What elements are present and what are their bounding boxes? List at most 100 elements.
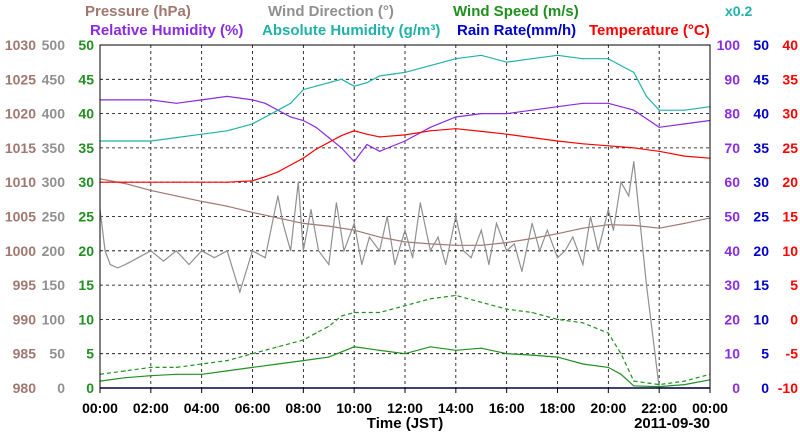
series-point <box>658 109 660 111</box>
series-point <box>315 148 317 150</box>
y-tick-label-wind_speed: 0 <box>86 380 94 396</box>
series-point <box>404 229 406 231</box>
series-point <box>531 311 533 314</box>
y-tick-label-pressure: 1005 <box>5 209 36 225</box>
y-tick-label-pressure: 1000 <box>5 243 36 259</box>
series-point <box>556 257 559 259</box>
series-point <box>620 353 622 355</box>
legend-entry: Absolute Humidity (g/m³) <box>262 22 440 39</box>
series-point <box>340 315 343 317</box>
series-point <box>226 370 228 372</box>
y-tick-label-humidity: 40 <box>724 243 740 259</box>
series-point <box>633 161 635 163</box>
x-tick-label: 12:00 <box>387 400 423 416</box>
series-point <box>201 99 203 101</box>
series-point <box>117 267 119 269</box>
series-point <box>277 363 279 365</box>
series-point <box>201 363 203 365</box>
y-tick-label-wind_speed: 30 <box>78 174 94 190</box>
series-point <box>658 386 660 388</box>
series-point <box>480 130 482 132</box>
y-tick-label-wind_dir: 50 <box>49 346 65 362</box>
scale-note: x0.2 <box>725 3 752 19</box>
series-line <box>99 178 711 246</box>
y-tick-label-wind_speed: 50 <box>78 37 94 53</box>
series-point <box>162 260 165 262</box>
series-line <box>100 54 711 142</box>
series-point <box>495 222 498 224</box>
series-point <box>239 291 241 293</box>
x-tick-label: 14:00 <box>438 400 474 416</box>
series-point <box>658 227 660 229</box>
series-point <box>620 65 622 67</box>
series-point <box>150 250 152 252</box>
series-point <box>188 263 190 266</box>
series-point <box>328 141 330 143</box>
y-tick-label-temperature: 30 <box>782 106 798 122</box>
series-point <box>658 384 660 386</box>
series-point <box>302 222 304 224</box>
series-point <box>175 195 177 197</box>
series-point <box>437 236 439 238</box>
series-point <box>175 181 177 183</box>
y-tick-label-temperature: 10 <box>782 243 798 259</box>
series-point <box>531 222 533 224</box>
y-tick-label-pressure: 980 <box>13 380 37 396</box>
series-point <box>429 250 431 252</box>
series-point <box>124 99 126 101</box>
date-label: 2011-09-30 <box>634 415 710 432</box>
y-tick-label-rain: 50 <box>753 37 769 53</box>
series-point <box>607 209 609 211</box>
series-point <box>315 332 317 334</box>
series-point <box>455 128 457 130</box>
series-point <box>124 183 126 185</box>
series-point <box>137 257 139 259</box>
series-point <box>531 109 533 111</box>
x-tick-label: 10:00 <box>336 400 372 416</box>
series-point <box>455 58 457 60</box>
series-point <box>582 102 584 104</box>
series-point <box>251 123 254 125</box>
series-point <box>539 250 541 252</box>
y-tick-label-humidity: 50 <box>724 209 740 225</box>
series-point <box>645 95 648 97</box>
series-point <box>429 298 431 300</box>
x-tick-label: 18:00 <box>540 400 576 416</box>
series-point <box>455 215 457 218</box>
series-point <box>328 356 330 358</box>
legend-entry: Wind Direction (°) <box>268 3 394 20</box>
y-tick-label-humidity: 90 <box>724 71 740 87</box>
y-tick-label-temperature: 5 <box>790 277 798 293</box>
axis-layer: 00:00 02:00 04:00 06:00 08:00 10:00 12:00 14:00… <box>5 37 798 416</box>
series-point <box>480 347 482 349</box>
series-point <box>607 102 609 104</box>
series-point <box>556 54 559 56</box>
series-point <box>353 346 355 348</box>
series-point <box>277 109 279 111</box>
y-tick-label-wind_speed: 10 <box>78 311 94 327</box>
series-point <box>353 311 355 314</box>
series-point <box>175 137 177 139</box>
series-point <box>506 353 508 355</box>
series-point <box>506 61 508 63</box>
series-point <box>582 227 584 229</box>
series-point <box>290 116 292 118</box>
y-tick-label-wind_dir: 300 <box>42 174 66 190</box>
series-point <box>290 164 292 166</box>
series-point <box>201 200 203 202</box>
series-point <box>302 119 304 122</box>
series-point <box>620 373 622 375</box>
series-point <box>251 250 254 252</box>
y-tick-label-humidity: 10 <box>724 346 740 362</box>
series-point <box>404 353 406 355</box>
y-tick-label-temperature: 0 <box>790 311 798 327</box>
legend-entry: Relative Humidity (%) <box>90 22 243 39</box>
series-point <box>366 133 368 135</box>
y-tick-label-temperature: 20 <box>782 174 798 190</box>
y-tick-label-wind_dir: 500 <box>42 37 66 53</box>
series-point <box>633 385 635 387</box>
y-tick-label-temperature: 25 <box>782 140 798 156</box>
series-point <box>175 373 177 375</box>
series-point <box>353 130 355 132</box>
